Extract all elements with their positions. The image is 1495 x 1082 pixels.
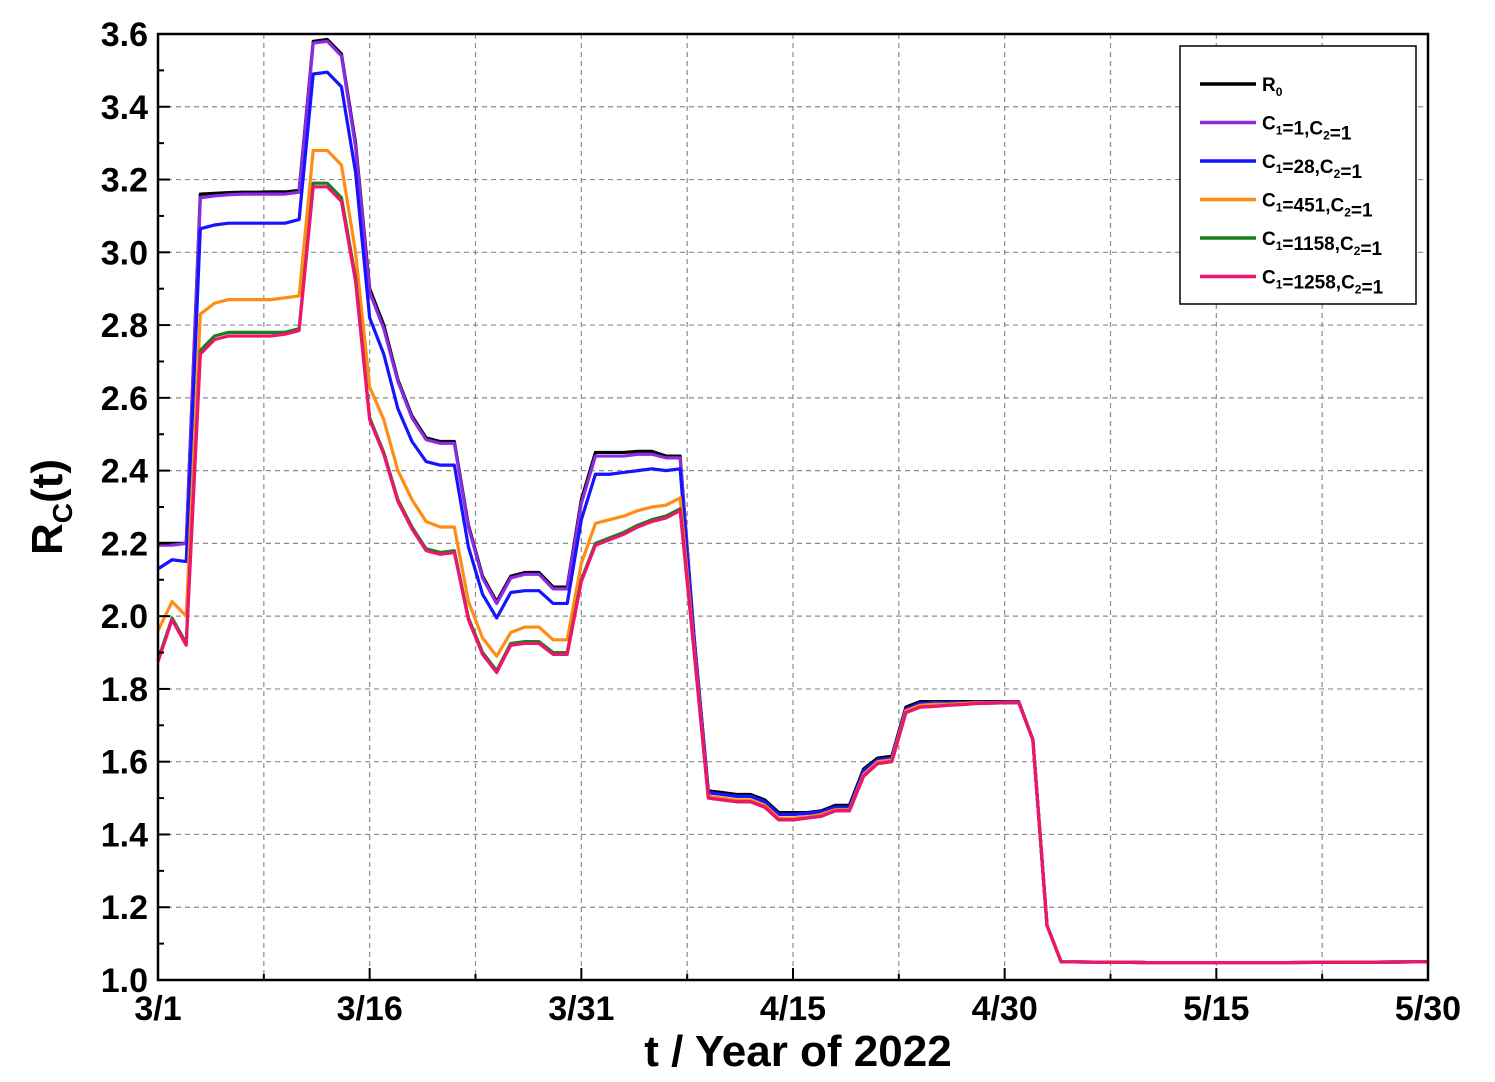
series-lines (156, 37, 1429, 965)
legend-text-part: C (1262, 191, 1276, 212)
legend-subscript: 1 (1276, 124, 1283, 138)
legend-text-part: =1258,C (1282, 273, 1355, 294)
legend-subscript: 0 (1276, 85, 1283, 99)
legend-text-part: =1 (1340, 162, 1362, 183)
x-tick-label: 4/30 (972, 990, 1038, 1028)
y-tick-label: 2.6 (101, 380, 148, 418)
y-tick-label: 1.4 (101, 816, 148, 854)
legend-label-4: C1=451,C2=1 (1262, 191, 1373, 222)
legend-subscript: 2 (1354, 244, 1361, 258)
legend-text-part: =451,C (1282, 196, 1344, 217)
y-axis-title-rest: (t) (23, 459, 72, 503)
legend-label-3: C1=28,C2=1 (1262, 152, 1362, 183)
legend-text-part: =1 (1330, 124, 1352, 145)
legend-text-part: =1,C (1282, 119, 1323, 140)
y-tick-label: 3.2 (101, 162, 148, 200)
legend-subscript: 2 (1355, 283, 1362, 297)
legend-text-part: C (1262, 114, 1276, 135)
x-tick-label: 3/31 (548, 990, 614, 1028)
legend-box (1179, 45, 1417, 305)
y-axis-title-sub: C (47, 503, 78, 523)
legend-text-part: C (1262, 229, 1276, 250)
y-tick-label: 1.6 (101, 744, 148, 782)
legend-subscript: 1 (1276, 201, 1283, 215)
y-tick-label: 3.6 (101, 16, 148, 54)
y-tick-label: 1.2 (101, 889, 148, 927)
legend-text-part: =1 (1351, 201, 1373, 222)
axis-ticks (157, 33, 1429, 981)
legend-subscript: 1 (1276, 239, 1283, 253)
y-tick-label: 2.4 (101, 453, 148, 491)
x-tick-label: 5/30 (1395, 990, 1461, 1028)
y-tick-label: 3.4 (101, 89, 148, 127)
legend-text-part: =1 (1360, 239, 1382, 260)
y-tick-label: 3.0 (101, 234, 148, 272)
x-axis-title: t / Year of 2022 (644, 1027, 951, 1076)
legend-subscript: 1 (1276, 278, 1283, 292)
y-axis-title-main: R (23, 523, 72, 555)
y-tick-label: 2.8 (101, 307, 148, 345)
legend: R0C1=1,C2=1C1=28,C2=1C1=451,C2=1C1=1158,… (1179, 45, 1417, 305)
legend-label-6: C1=1258,C2=1 (1262, 268, 1384, 299)
y-tick-label: 2.2 (101, 525, 148, 563)
legend-text-part: C (1262, 268, 1276, 289)
y-axis-title: RC(t) (23, 459, 78, 555)
axis-tick-labels: 1.0 1.2 1.4 1.6 1.8 2.0 2.2 2.4 2.6 2.8 3.0 3.2 3.4 3… (101, 16, 1461, 1028)
legend-subscript: 2 (1334, 167, 1341, 181)
x-tick-label: 5/15 (1183, 990, 1249, 1028)
grid-lines (158, 34, 1428, 980)
legend-text-part: R (1262, 75, 1276, 96)
legend-text-part: =1 (1361, 278, 1383, 299)
x-tick-label: 3/1 (134, 990, 181, 1028)
y-tick-label: 1.8 (101, 671, 148, 709)
series-line-6 (156, 185, 1429, 965)
legend-label-1: R0 (1262, 75, 1283, 99)
legend-subscript: 2 (1323, 129, 1330, 143)
legend-label-5: C1=1158,C2=1 (1262, 229, 1383, 260)
legend-subscript: 2 (1344, 206, 1351, 220)
x-tick-label: 4/15 (760, 990, 826, 1028)
legend-text-part: C (1262, 152, 1276, 173)
legend-label-2: C1=1,C2=1 (1262, 114, 1352, 145)
legend-subscript: 1 (1276, 162, 1283, 176)
x-tick-label: 3/16 (337, 990, 403, 1028)
legend-text-part: =28,C (1282, 157, 1334, 178)
y-tick-label: 1.0 (101, 962, 148, 1000)
legend-text-part: =1158,C (1282, 234, 1354, 255)
y-tick-label: 2.0 (101, 598, 148, 636)
